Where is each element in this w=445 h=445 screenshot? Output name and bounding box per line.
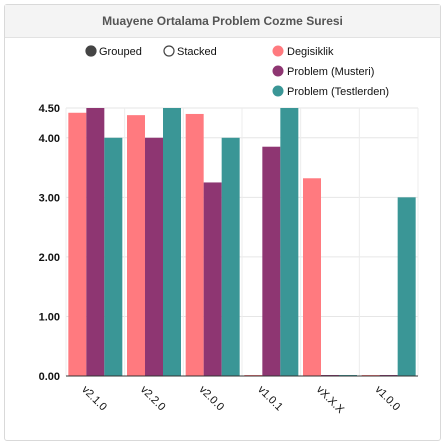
bar-degisiklik[interactable] bbox=[127, 115, 145, 376]
legend-swatch-degisiklik bbox=[272, 45, 284, 57]
grouped-radio-icon bbox=[85, 45, 97, 57]
y-tick-label: 4.00 bbox=[39, 133, 60, 145]
bar-degisiklik[interactable] bbox=[303, 178, 321, 376]
bar-problem-testlerden[interactable] bbox=[104, 137, 123, 376]
bar-problem-testlerden[interactable] bbox=[280, 108, 299, 376]
bar-problem-testlerden[interactable] bbox=[397, 197, 416, 376]
legend-item-degisiklik[interactable]: Degisiklik bbox=[272, 45, 334, 59]
legend-label-problem-musteri: Problem (Musteri) bbox=[287, 66, 374, 78]
grouped-toggle[interactable]: Grouped bbox=[85, 45, 142, 58]
x-tick-label: v2.0.0 bbox=[197, 384, 227, 414]
stacked-label: Stacked bbox=[177, 46, 217, 58]
legend-label-problem-testlerden: Problem (Testlerden) bbox=[287, 86, 389, 98]
x-tick-label: v2.1.0 bbox=[79, 384, 109, 414]
stacked-toggle[interactable]: Stacked bbox=[163, 45, 217, 58]
bar-problem-musteri[interactable] bbox=[145, 137, 163, 376]
bars bbox=[68, 108, 416, 377]
legend-swatch-problem-musteri bbox=[272, 65, 284, 77]
bar-problem-musteri[interactable] bbox=[262, 146, 281, 376]
bar-problem-testlerden[interactable] bbox=[221, 137, 240, 376]
bar-degisiklik[interactable] bbox=[185, 113, 204, 376]
legend-swatch-problem-testlerden bbox=[272, 85, 284, 97]
y-tick-label: 4.50 bbox=[39, 103, 60, 115]
bar-problem-musteri[interactable] bbox=[203, 182, 222, 376]
y-tick-label: 2.00 bbox=[39, 252, 60, 264]
x-tick-labels: v2.1.0 v2.2.0 v2.0.0 v1.0.1 vX.X.X v1.0.0 bbox=[79, 384, 402, 417]
bar-problem-testlerden[interactable] bbox=[163, 108, 181, 376]
legend: Degisiklik Problem (Musteri) Problem (Te… bbox=[272, 45, 390, 99]
bar-degisiklik[interactable] bbox=[68, 112, 87, 377]
y-tick-label: 3.00 bbox=[39, 192, 60, 204]
legend-item-problem-musteri[interactable]: Problem (Musteri) bbox=[272, 65, 375, 79]
x-tick-label: v1.0.1 bbox=[255, 384, 285, 414]
x-tick-label: vX.X.X bbox=[314, 384, 347, 417]
legend-item-problem-testlerden[interactable]: Problem (Testlerden) bbox=[272, 85, 390, 99]
bar-problem-musteri[interactable] bbox=[86, 108, 105, 376]
x-tick-label: v2.2.0 bbox=[138, 384, 168, 414]
y-tick-labels: 0.00 1.00 2.00 3.00 4.00 4.50 bbox=[39, 103, 60, 383]
y-tick-label: 0.00 bbox=[39, 371, 60, 383]
chart-title: Muayene Ortalama Problem Cozme Suresi bbox=[5, 5, 440, 38]
y-tick-label: 1.00 bbox=[39, 311, 60, 323]
stacked-radio-icon bbox=[163, 45, 175, 57]
legend-label-degisiklik: Degisiklik bbox=[287, 46, 334, 58]
grouped-label: Grouped bbox=[99, 46, 142, 58]
x-tick-label: v1.0.0 bbox=[373, 384, 403, 414]
